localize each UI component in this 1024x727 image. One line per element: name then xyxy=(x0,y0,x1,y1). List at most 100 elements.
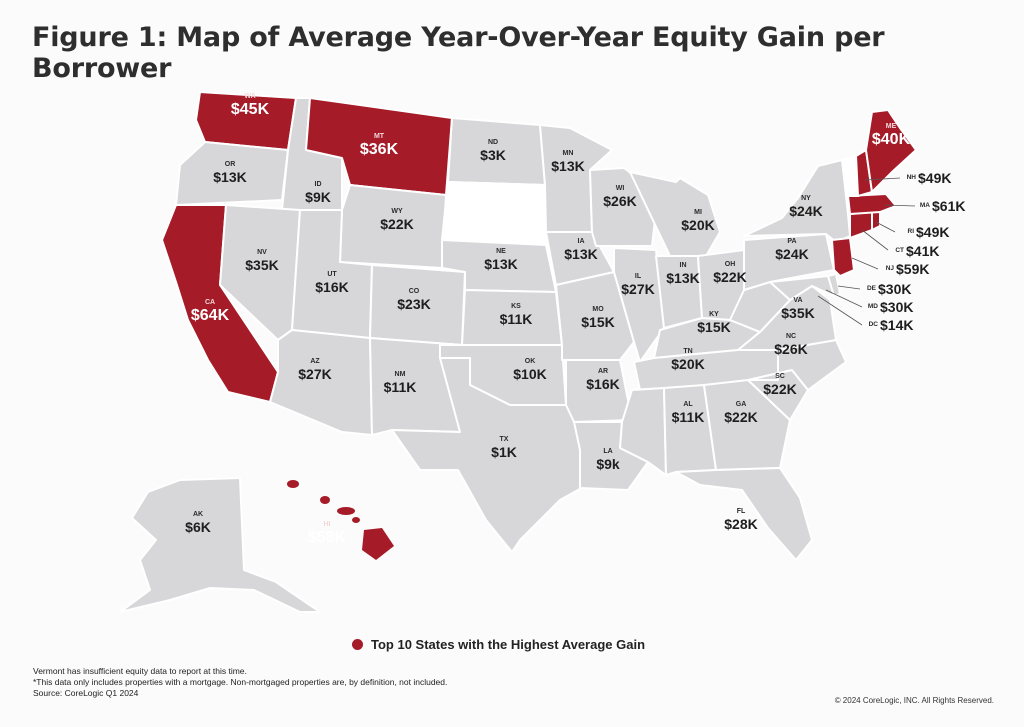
state-abbr-WY: WY xyxy=(391,208,403,215)
state-abbr-VA: VA xyxy=(793,297,802,304)
state-abbr-CA: CA xyxy=(205,299,215,306)
state-value-NJ: $59K xyxy=(896,261,929,277)
state-value-OH: $22K xyxy=(713,269,746,285)
state-value-NM: $11K xyxy=(384,379,417,395)
state-abbr-NC: NC xyxy=(786,333,796,340)
state-value-AZ: $27K xyxy=(298,366,331,382)
state-abbr-OH: OH xyxy=(725,261,736,268)
state-abbr-OK: OK xyxy=(525,358,536,365)
state-value-VA: $35K xyxy=(781,305,814,321)
state-abbr-KS: KS xyxy=(511,303,521,310)
state-abbr-DE: DE xyxy=(867,285,877,292)
state-abbr-MD: MD xyxy=(868,303,878,310)
state-value-MI: $20K xyxy=(681,217,714,233)
state-abbr-UT: UT xyxy=(327,271,337,278)
note-mortgage: *This data only includes properties with… xyxy=(33,677,448,687)
state-value-AL: $11K xyxy=(672,409,705,425)
state-value-ID: $9K xyxy=(305,189,331,205)
state-abbr-ME: ME xyxy=(886,123,897,130)
state-abbr-TX: TX xyxy=(500,436,509,443)
state-ME[interactable] xyxy=(865,109,917,193)
state-abbr-LA: LA xyxy=(603,448,612,455)
state-abbr-ID: ID xyxy=(315,181,322,188)
state-abbr-NM: NM xyxy=(395,371,406,378)
state-value-TX: $1K xyxy=(491,444,517,460)
state-value-AK: $6K xyxy=(185,519,211,535)
state-abbr-CO: CO xyxy=(409,288,420,295)
state-value-NV: $35K xyxy=(245,257,278,273)
state-NJ[interactable] xyxy=(831,237,855,277)
state-value-GA: $22K xyxy=(724,409,757,425)
state-value-MA: $61K xyxy=(932,198,965,214)
state-abbr-MI: MI xyxy=(694,209,702,216)
state-abbr-IA: IA xyxy=(578,238,585,245)
state-abbr-AL: AL xyxy=(683,401,693,408)
state-abbr-MO: MO xyxy=(592,306,604,313)
state-value-HI: $58K xyxy=(308,529,347,546)
state-NC[interactable] xyxy=(747,339,847,391)
state-abbr-NV: NV xyxy=(257,249,267,256)
state-abbr-NY: NY xyxy=(801,195,811,202)
state-value-OK: $10K xyxy=(513,366,546,382)
state-OR[interactable] xyxy=(175,141,289,206)
state-NY[interactable] xyxy=(743,159,851,243)
state-AK[interactable] xyxy=(119,477,321,613)
state-value-CO: $23K xyxy=(397,296,430,312)
state-abbr-AR: AR xyxy=(598,368,608,375)
state-value-MT: $36K xyxy=(360,141,399,158)
legend-swatch xyxy=(352,639,363,650)
state-abbr-OR: OR xyxy=(225,161,236,168)
state-DE[interactable] xyxy=(827,273,841,297)
state-FL[interactable] xyxy=(675,467,813,561)
state-RI[interactable] xyxy=(871,211,881,231)
state-abbr-RI: RI xyxy=(908,228,915,235)
state-TX[interactable] xyxy=(391,357,597,553)
state-value-MN: $13K xyxy=(551,158,584,174)
legend: Top 10 States with the Highest Average G… xyxy=(352,637,645,652)
state-value-IL: $27K xyxy=(621,281,654,297)
state-value-UT: $16K xyxy=(315,279,348,295)
state-GA[interactable] xyxy=(703,379,791,471)
footnotes: Vermont has insufficient equity data to … xyxy=(33,666,447,699)
legend-label: Top 10 States with the Highest Average G… xyxy=(371,637,646,652)
state-abbr-KY: KY xyxy=(709,311,719,318)
state-value-ME: $40K xyxy=(872,131,911,148)
state-abbr-HI: HI xyxy=(324,521,331,528)
state-value-IN: $13K xyxy=(666,270,699,286)
state-abbr-MT: MT xyxy=(374,133,385,140)
state-value-AR: $16K xyxy=(586,376,619,392)
state-abbr-AK: AK xyxy=(193,511,203,518)
state-abbr-GA: GA xyxy=(736,401,747,408)
state-abbr-MA: MA xyxy=(920,202,930,209)
state-abbr-TN: TN xyxy=(683,348,692,355)
state-value-FL: $28K xyxy=(724,516,757,532)
state-WY[interactable] xyxy=(339,184,447,269)
state-value-WA: $45K xyxy=(231,101,270,118)
state-value-NH: $49K xyxy=(918,170,951,186)
state-CT[interactable] xyxy=(849,211,873,239)
state-value-NY: $24K xyxy=(789,203,822,219)
state-value-TN: $20K xyxy=(671,356,704,372)
map-title: Figure 1: Map of Average Year-Over-Year … xyxy=(32,22,885,84)
state-value-CA: $64K xyxy=(191,307,230,324)
state-value-CT: $41K xyxy=(906,243,939,259)
state-abbr-DC: DC xyxy=(869,321,879,328)
state-MD[interactable] xyxy=(769,275,835,301)
state-abbr-NE: NE xyxy=(496,248,506,255)
state-value-KY: $15K xyxy=(697,319,730,335)
state-value-LA: $9k xyxy=(596,456,620,472)
state-HI[interactable] xyxy=(287,480,394,560)
state-value-NC: $26K xyxy=(774,341,807,357)
state-AZ[interactable] xyxy=(269,329,373,436)
state-abbr-WI: WI xyxy=(616,185,625,192)
state-abbr-PA: PA xyxy=(787,238,796,245)
state-abbr-AZ: AZ xyxy=(310,358,320,365)
state-value-PA: $24K xyxy=(775,246,808,262)
copyright: © 2024 CoreLogic, INC. All Rights Reserv… xyxy=(834,696,994,705)
state-abbr-IN: IN xyxy=(680,262,687,269)
state-MA[interactable] xyxy=(847,193,897,215)
state-abbr-WA: WA xyxy=(244,93,255,100)
state-abbr-ND: ND xyxy=(488,139,498,146)
state-SD[interactable] xyxy=(441,181,547,246)
